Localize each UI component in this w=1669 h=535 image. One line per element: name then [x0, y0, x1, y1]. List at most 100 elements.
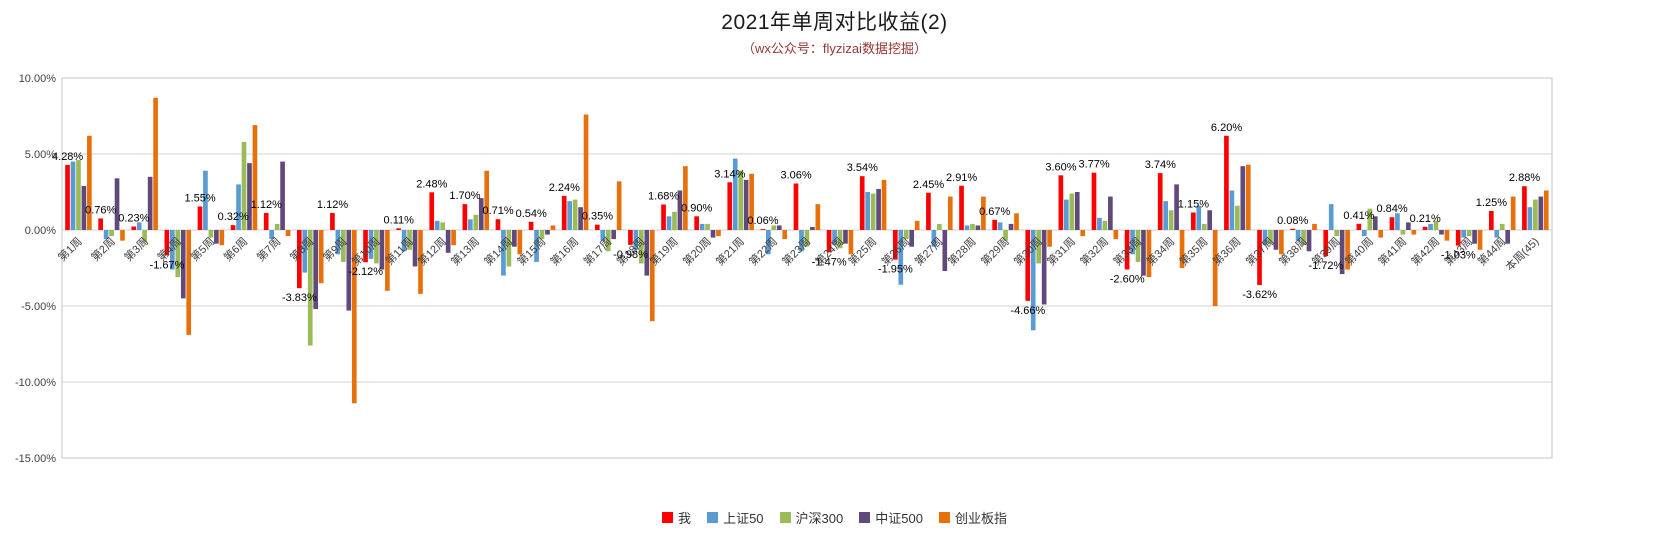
data-label: 0.76%	[85, 204, 116, 216]
data-label: 2.91%	[946, 172, 977, 184]
bar-上证50	[1196, 205, 1202, 230]
x-axis-category-label: 第17周	[580, 234, 614, 268]
bar-创业板指	[1014, 213, 1019, 230]
bar-创业板指	[1179, 230, 1185, 268]
data-label: 0.90%	[681, 202, 712, 214]
bar-我	[230, 225, 236, 230]
x-axis-category-label: 第23周	[779, 234, 813, 268]
bar-我	[561, 195, 567, 230]
bar-中证500	[611, 230, 617, 240]
bar-沪深300	[837, 230, 843, 249]
legend-color-swatch	[859, 512, 871, 523]
bar-中证500	[478, 198, 484, 230]
bar-中证500	[1372, 216, 1378, 230]
bar-我	[892, 230, 898, 260]
bar-沪深300	[870, 193, 876, 230]
bar-沪深300	[605, 230, 611, 252]
data-label: -4.66%	[1010, 305, 1045, 317]
bar-中证500	[1273, 230, 1279, 250]
bar-创业板指	[683, 166, 688, 230]
bar-中证500	[180, 230, 186, 299]
legend-label: 创业板指	[954, 511, 1007, 526]
y-axis-tick-label: 0.00%	[25, 225, 56, 237]
bar-上证50	[1063, 199, 1069, 230]
bar-我	[396, 228, 401, 230]
data-label: 1.12%	[317, 199, 348, 211]
bar-我	[661, 204, 666, 230]
bar-中证500	[1306, 230, 1312, 252]
bar-创业板指	[252, 125, 258, 230]
bar-创业板指	[1444, 230, 1450, 241]
bar-我	[959, 185, 964, 230]
bar-中证500	[1505, 230, 1511, 244]
bar-沪深300	[473, 214, 479, 230]
bar-沪深300	[407, 230, 412, 250]
bar-我	[363, 230, 368, 263]
bar-创业板指	[550, 225, 556, 230]
bar-上证50	[1494, 230, 1500, 238]
legend-item-创业板指: 创业板指	[938, 508, 1007, 527]
bar-创业板指	[749, 173, 754, 230]
bar-创业板指	[1543, 190, 1549, 230]
data-label: -1.03%	[1441, 250, 1476, 262]
bar-中证500	[1439, 230, 1444, 235]
bar-创业板指	[186, 230, 192, 335]
bar-中证500	[247, 163, 252, 230]
chart-title: 2021年单周对比收益(2)	[721, 11, 948, 34]
bar-沪深300	[1268, 230, 1273, 244]
bar-中证500	[313, 230, 319, 310]
bar-上证50	[103, 230, 109, 240]
bar-沪深300	[1036, 230, 1042, 264]
y-axis-tick-label: -5.00%	[21, 301, 56, 313]
bar-上证50	[1361, 230, 1367, 237]
data-label: 0.67%	[979, 206, 1010, 218]
x-axis-category-label: 第16周	[547, 234, 581, 268]
bar-中证500	[810, 226, 815, 230]
bar-沪深300	[76, 160, 81, 230]
bar-中证500	[843, 230, 848, 244]
bar-中证500	[280, 161, 285, 230]
bar-上证50	[335, 230, 341, 255]
bar-创业板指	[87, 135, 92, 230]
bar-沪深300	[1168, 210, 1174, 230]
x-axis-category-label: 第1周	[55, 234, 85, 264]
bar-创业板指	[583, 114, 589, 230]
bar-沪深300	[506, 230, 512, 267]
bar-沪深300	[1400, 230, 1406, 235]
bar-创业板指	[981, 196, 986, 230]
bar-上证50	[1395, 213, 1400, 230]
bar-沪深300	[639, 230, 644, 264]
bar-我	[1488, 211, 1494, 230]
data-label: 2.88%	[1509, 172, 1540, 184]
data-label: 0.35%	[582, 211, 613, 223]
legend-item-我: 我	[662, 508, 691, 527]
bar-中证500	[710, 230, 716, 238]
bar-创业板指	[1411, 230, 1417, 235]
bar-我	[164, 230, 170, 256]
legend-color-swatch	[707, 512, 719, 523]
bar-我	[65, 164, 70, 230]
bar-沪深300	[175, 230, 181, 278]
legend-label: 上证50	[723, 511, 764, 526]
bar-中证500	[1472, 230, 1477, 244]
bar-我	[594, 224, 600, 230]
plot-area: 10.00%5.00%0.00%-5.00%-10.00%-15.00%第1周第…	[15, 73, 1553, 465]
data-label: -1.72%	[1308, 260, 1343, 272]
bar-沪深300	[970, 223, 975, 230]
data-label: -1.67%	[150, 259, 185, 271]
bar-中证500	[1240, 166, 1246, 230]
x-axis-category-label: 第27周	[911, 234, 945, 268]
bar-我	[131, 226, 137, 230]
bar-上证50	[534, 230, 539, 262]
bar-上证50	[898, 230, 904, 285]
bar-创业板指	[1312, 223, 1317, 230]
bar-沪深300	[208, 230, 214, 238]
bar-沪深300	[374, 230, 379, 264]
x-axis-category-label: 第7周	[254, 234, 284, 264]
bar-中证500	[545, 230, 550, 235]
data-label: 3.74%	[1145, 159, 1176, 171]
bar-上证50	[368, 230, 374, 259]
data-label: 1.12%	[251, 199, 282, 211]
bar-我	[1522, 186, 1527, 230]
bar-上证50	[666, 216, 672, 230]
